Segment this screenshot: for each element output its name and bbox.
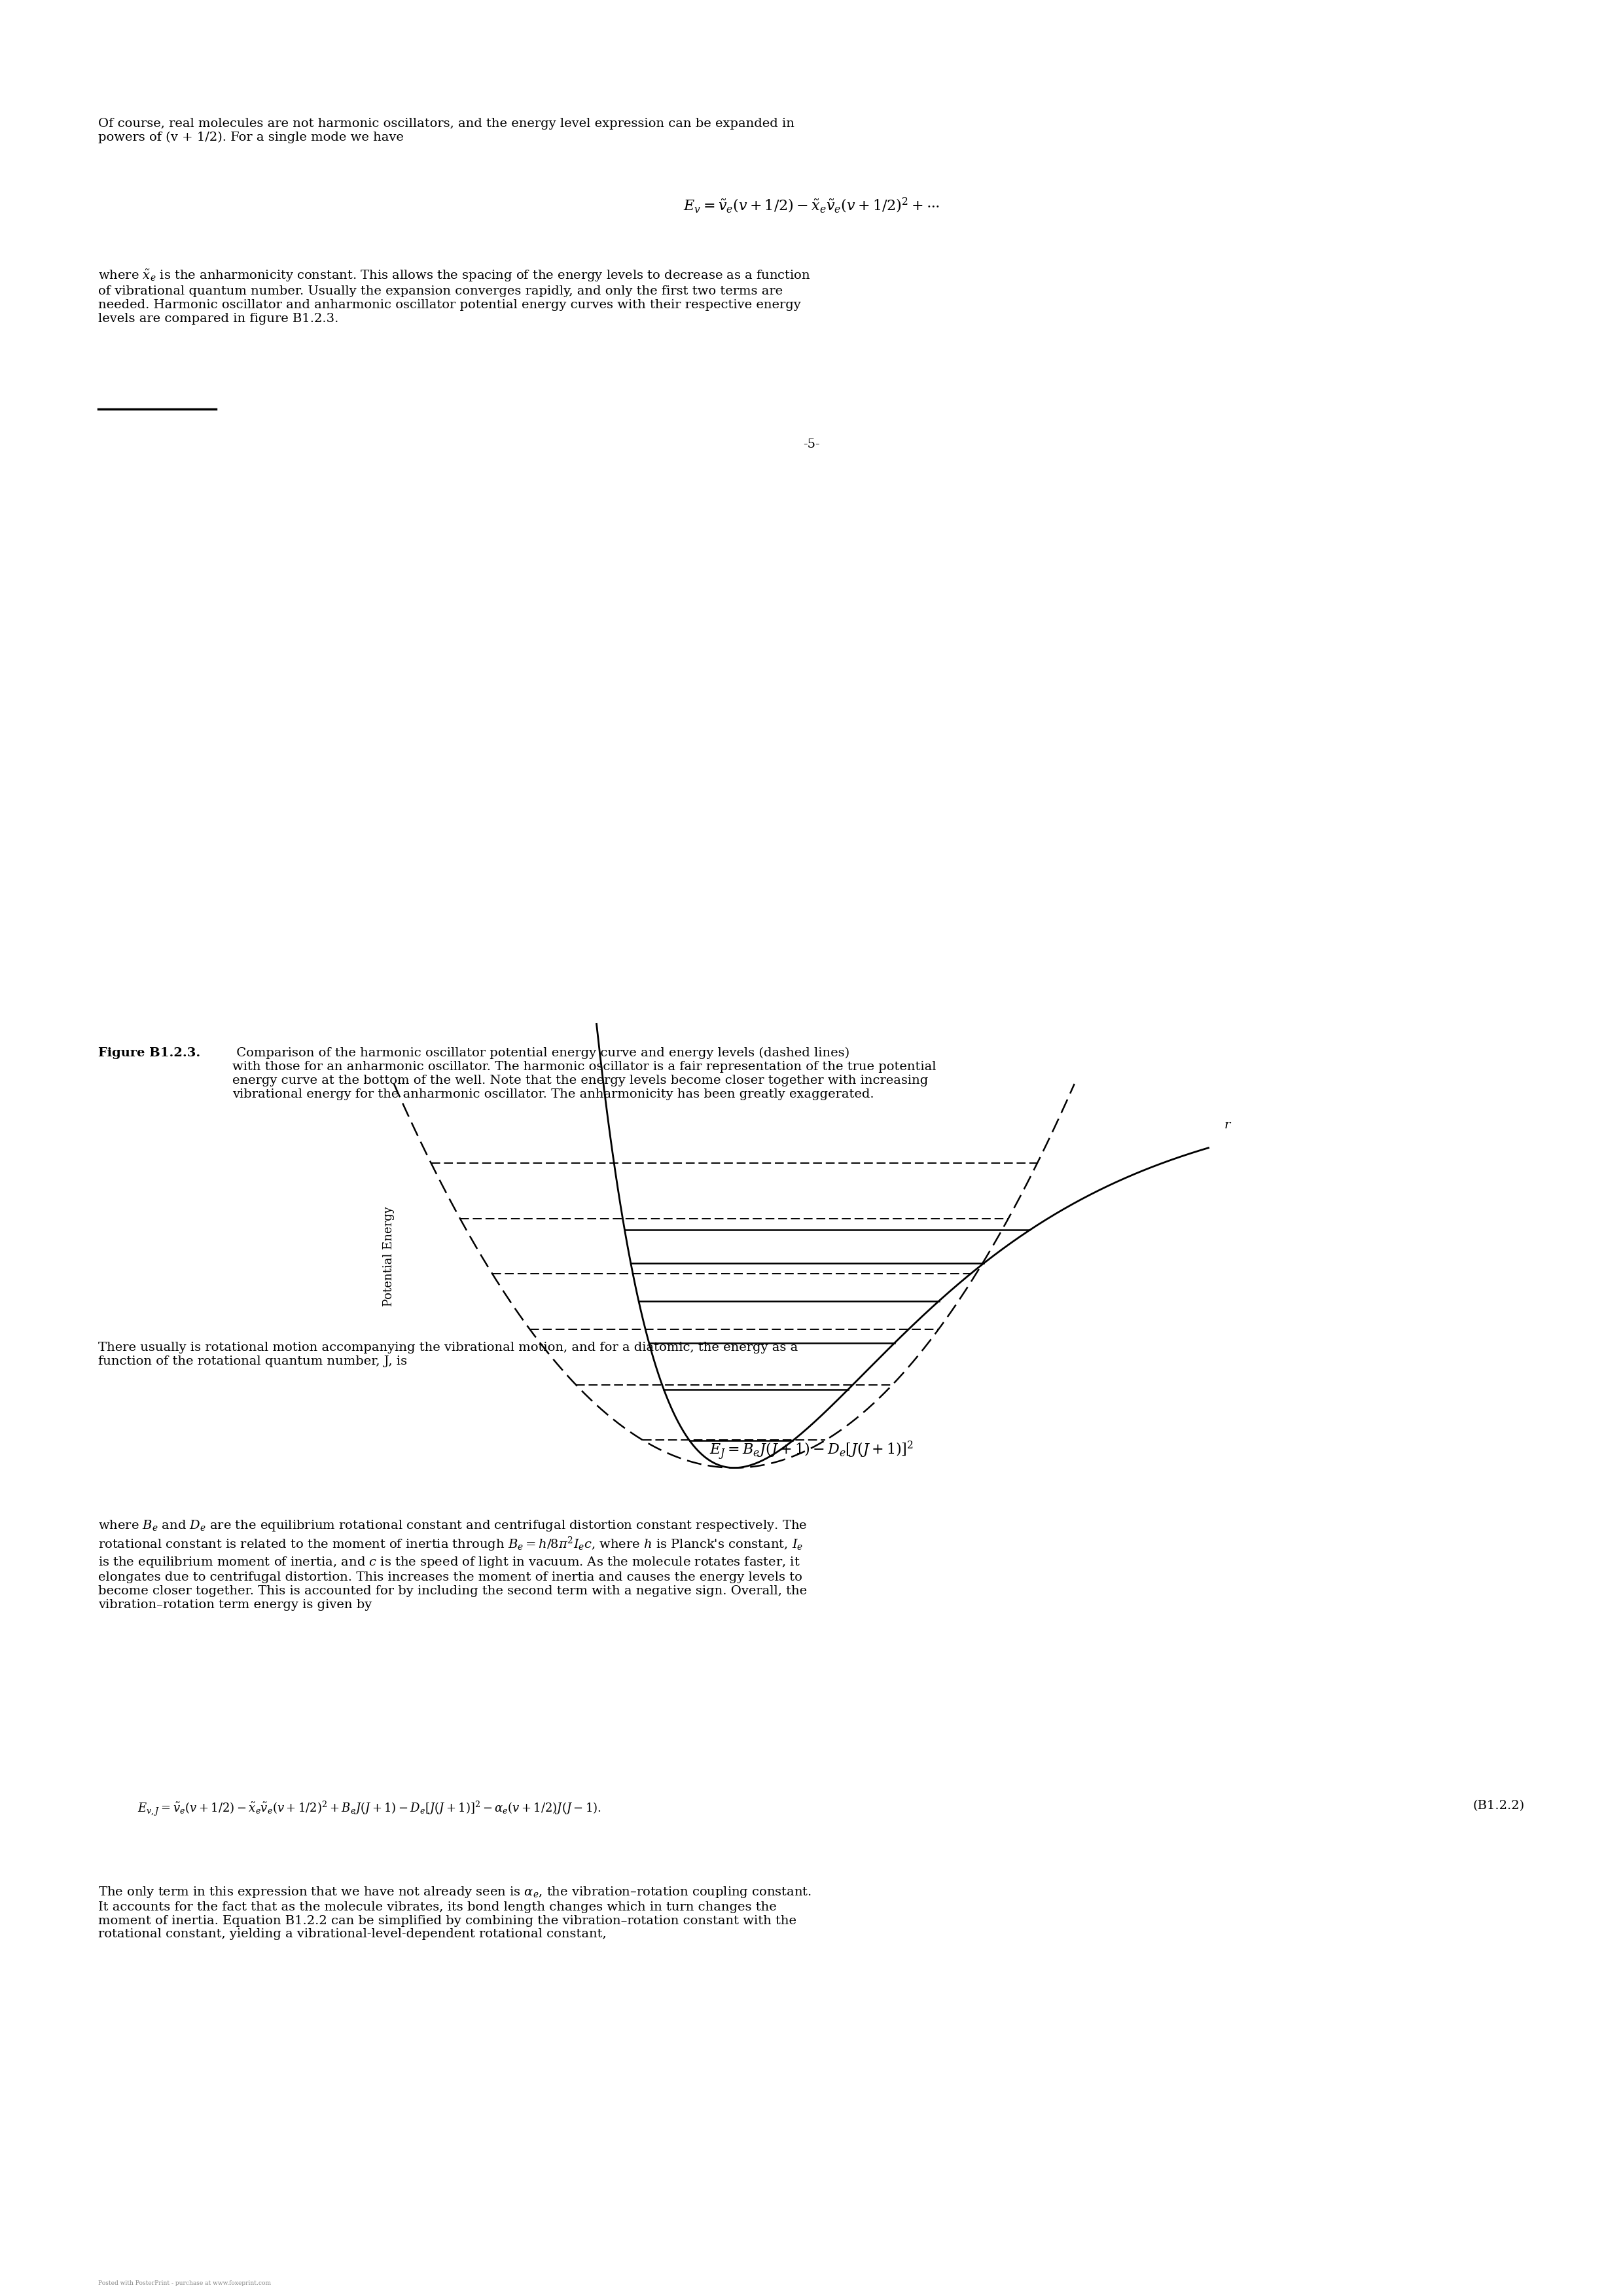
Text: There usually is rotational motion accompanying the vibrational motion, and for : There usually is rotational motion accom… xyxy=(97,1341,799,1366)
Text: (B1.2.2): (B1.2.2) xyxy=(1474,1800,1526,1812)
Text: -5-: -5- xyxy=(803,439,820,450)
Text: where $B_{e}$ and $D_{e}$ are the equilibrium rotational constant and centrifuga: where $B_{e}$ and $D_{e}$ are the equili… xyxy=(97,1518,807,1609)
Text: $E_{v,J} = \tilde{v}_{e}(v+1/2) - \tilde{x}_{e}\tilde{v}_{e}(v+1/2)^{2} + B_{e}J: $E_{v,J} = \tilde{v}_{e}(v+1/2) - \tilde… xyxy=(138,1800,602,1818)
Text: where $\tilde{x}_{e}$ is the anharmonicity constant. This allows the spacing of : where $\tilde{x}_{e}$ is the anharmonici… xyxy=(97,269,810,324)
Text: The only term in this expression that we have not already seen is $\alpha_{e}$, : The only term in this expression that we… xyxy=(97,1885,812,1940)
Text: Posted with PosterPrint - purchase at www.foxeprint.com: Posted with PosterPrint - purchase at ww… xyxy=(97,2280,271,2287)
Text: $E_{v} = \tilde{v}_{e}(v + 1/2) - \tilde{x}_{e}\tilde{v}_{e}(v + 1/2)^{2} + \cdo: $E_{v} = \tilde{v}_{e}(v + 1/2) - \tilde… xyxy=(683,197,940,216)
Text: Comparison of the harmonic oscillator potential energy curve and energy levels (: Comparison of the harmonic oscillator po… xyxy=(232,1047,936,1100)
Text: Of course, real molecules are not harmonic oscillators, and the energy level exp: Of course, real molecules are not harmon… xyxy=(97,117,794,142)
Text: Potential Energy: Potential Energy xyxy=(383,1205,394,1306)
Text: r: r xyxy=(1224,1120,1230,1132)
Text: Figure B1.2.3.: Figure B1.2.3. xyxy=(97,1047,200,1058)
Text: $E_{J} = B_{e} J(J + 1) - D_{e}[J(J + 1)]^{2}$: $E_{J} = B_{e} J(J + 1) - D_{e}[J(J + 1)… xyxy=(709,1440,914,1463)
